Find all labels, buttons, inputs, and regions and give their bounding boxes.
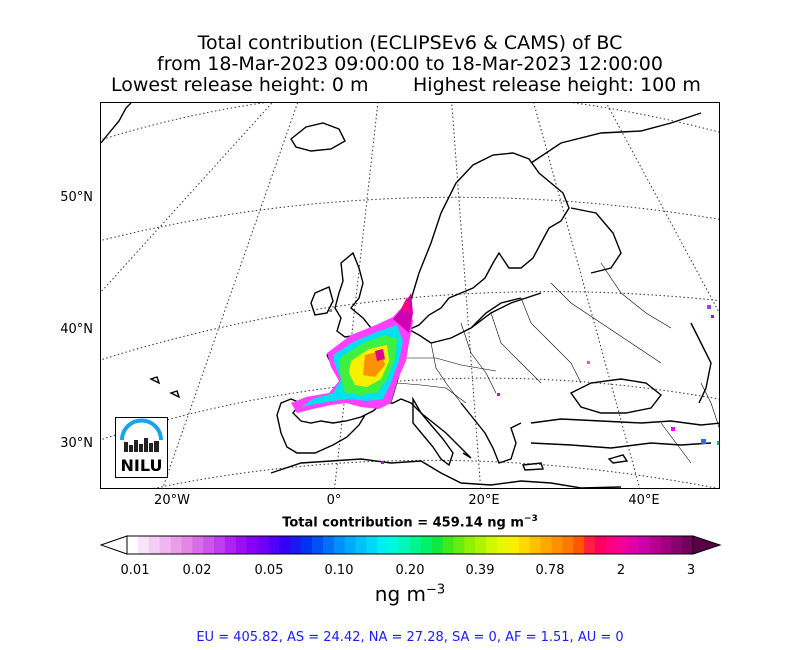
colorbar-cell [431, 536, 444, 554]
colorbar-cell [497, 536, 509, 554]
colorbar-tick-label: 0.20 [395, 563, 425, 578]
nilu-logo: NILU [115, 417, 168, 478]
colorbar-cell [148, 536, 161, 554]
lon-label-40e: 40°E [628, 493, 660, 508]
plot-title-line1: Total contribution (ECLIPSEv6 & CAMS) of… [197, 32, 623, 54]
colorbar-cell [290, 536, 302, 554]
colorbar [100, 535, 722, 555]
colorbar-unit-label: ng m−3 [0, 582, 800, 606]
colorbar-tick-label: 0.39 [465, 563, 495, 578]
highest-release-height: Highest release height: 100 m [413, 74, 701, 96]
colorbar-cell [377, 536, 389, 554]
lon-label-20e: 20°E [468, 493, 500, 508]
colorbar-cell [344, 536, 357, 554]
lat-label-30n: 30°N [60, 436, 93, 451]
colorbar-cell [203, 536, 215, 554]
colorbar-cell [159, 536, 172, 554]
colorbar-cell [682, 536, 694, 554]
total-contribution-label: Total contribution = 459.14 ng m−3 [0, 514, 800, 530]
colorbar-cell [475, 536, 487, 554]
colorbar-cell [181, 536, 193, 554]
colorbar-cell [464, 536, 476, 554]
nilu-logo-graphic [120, 418, 163, 452]
colorbar-cell [660, 536, 672, 554]
total-contribution-exponent: −3 [523, 514, 538, 524]
colorbar-cell [486, 536, 498, 554]
colorbar-cell [192, 536, 204, 554]
colorbar-cell [442, 536, 455, 554]
colorbar-tick-label: 0.78 [535, 563, 565, 578]
lat-label-40n: 40°N [60, 322, 93, 337]
colorbar-cell [257, 536, 269, 554]
colorbar-cell [388, 536, 400, 554]
lon-label-20w: 20°W [154, 493, 190, 508]
colorbar-cell [529, 536, 542, 554]
colorbar-cell [616, 536, 629, 554]
colorbar-cell [246, 536, 259, 554]
regional-totals: EU = 405.82, AS = 24.42, NA = 27.28, SA … [196, 630, 624, 645]
colorbar-cell [301, 536, 313, 554]
colorbar-cell [170, 536, 182, 554]
colorbar-tick-label: 3 [686, 563, 696, 578]
colorbar-tick-label: 2 [616, 563, 626, 578]
colorbar-cell [355, 536, 367, 554]
colorbar-cell [453, 536, 465, 554]
colorbar-tick-label: 0.02 [182, 563, 212, 578]
colorbar-cell [410, 536, 422, 554]
colorbar-cell [137, 536, 150, 554]
colorbar-cell [127, 536, 139, 554]
colorbar-cell [627, 536, 640, 554]
colorbar-cell [322, 536, 335, 554]
colorbar-cell [333, 536, 346, 554]
colorbar-cell [671, 536, 683, 554]
hotspots [329, 305, 719, 464]
colorbar-cell [584, 536, 596, 554]
colorbar-unit-exponent: −3 [426, 582, 446, 598]
colorbar-low-extend [100, 535, 128, 555]
colorbar-cell [562, 536, 574, 554]
colorbar-cell [279, 536, 291, 554]
total-contribution-value: Total contribution = 459.14 ng m [282, 515, 524, 531]
nilu-logo-text: NILU [120, 456, 163, 475]
colorbar-cell [507, 536, 520, 554]
lat-label-50n: 50°N [60, 190, 93, 205]
colorbar-cell [366, 536, 378, 554]
plot-title-line2: from 18-Mar-2023 09:00:00 to 18-Mar-2023… [157, 53, 663, 75]
country-borders [390, 262, 719, 464]
colorbar-cell [268, 536, 280, 554]
colorbar-cell [518, 536, 531, 554]
colorbar-cell [540, 536, 552, 554]
colorbar-cells [127, 536, 694, 554]
colorbar-cell [420, 536, 433, 554]
lowest-release-height: Lowest release height: 0 m [111, 74, 369, 96]
colorbar-cell [638, 536, 650, 554]
colorbar-cell [595, 536, 607, 554]
colorbar-cell [235, 536, 248, 554]
colorbar-tick-label: 0.05 [254, 563, 284, 578]
colorbar-outline [126, 535, 694, 555]
colorbar-cell [573, 536, 585, 554]
lon-label-0: 0° [326, 493, 342, 508]
colorbar-unit: ng m [374, 582, 427, 606]
colorbar-high-extend [692, 535, 722, 555]
colorbar-tick-label: 0.10 [324, 563, 354, 578]
colorbar-tick-label: 0.01 [120, 563, 150, 578]
colorbar-cell [224, 536, 237, 554]
map-panel [100, 102, 720, 489]
concentration-field [291, 293, 413, 413]
colorbar-cell [214, 536, 226, 554]
colorbar-cell [312, 536, 324, 554]
colorbar-cell [605, 536, 618, 554]
map-canvas [101, 103, 719, 488]
colorbar-cell [399, 536, 411, 554]
colorbar-cell [649, 536, 661, 554]
colorbar-cell [551, 536, 563, 554]
